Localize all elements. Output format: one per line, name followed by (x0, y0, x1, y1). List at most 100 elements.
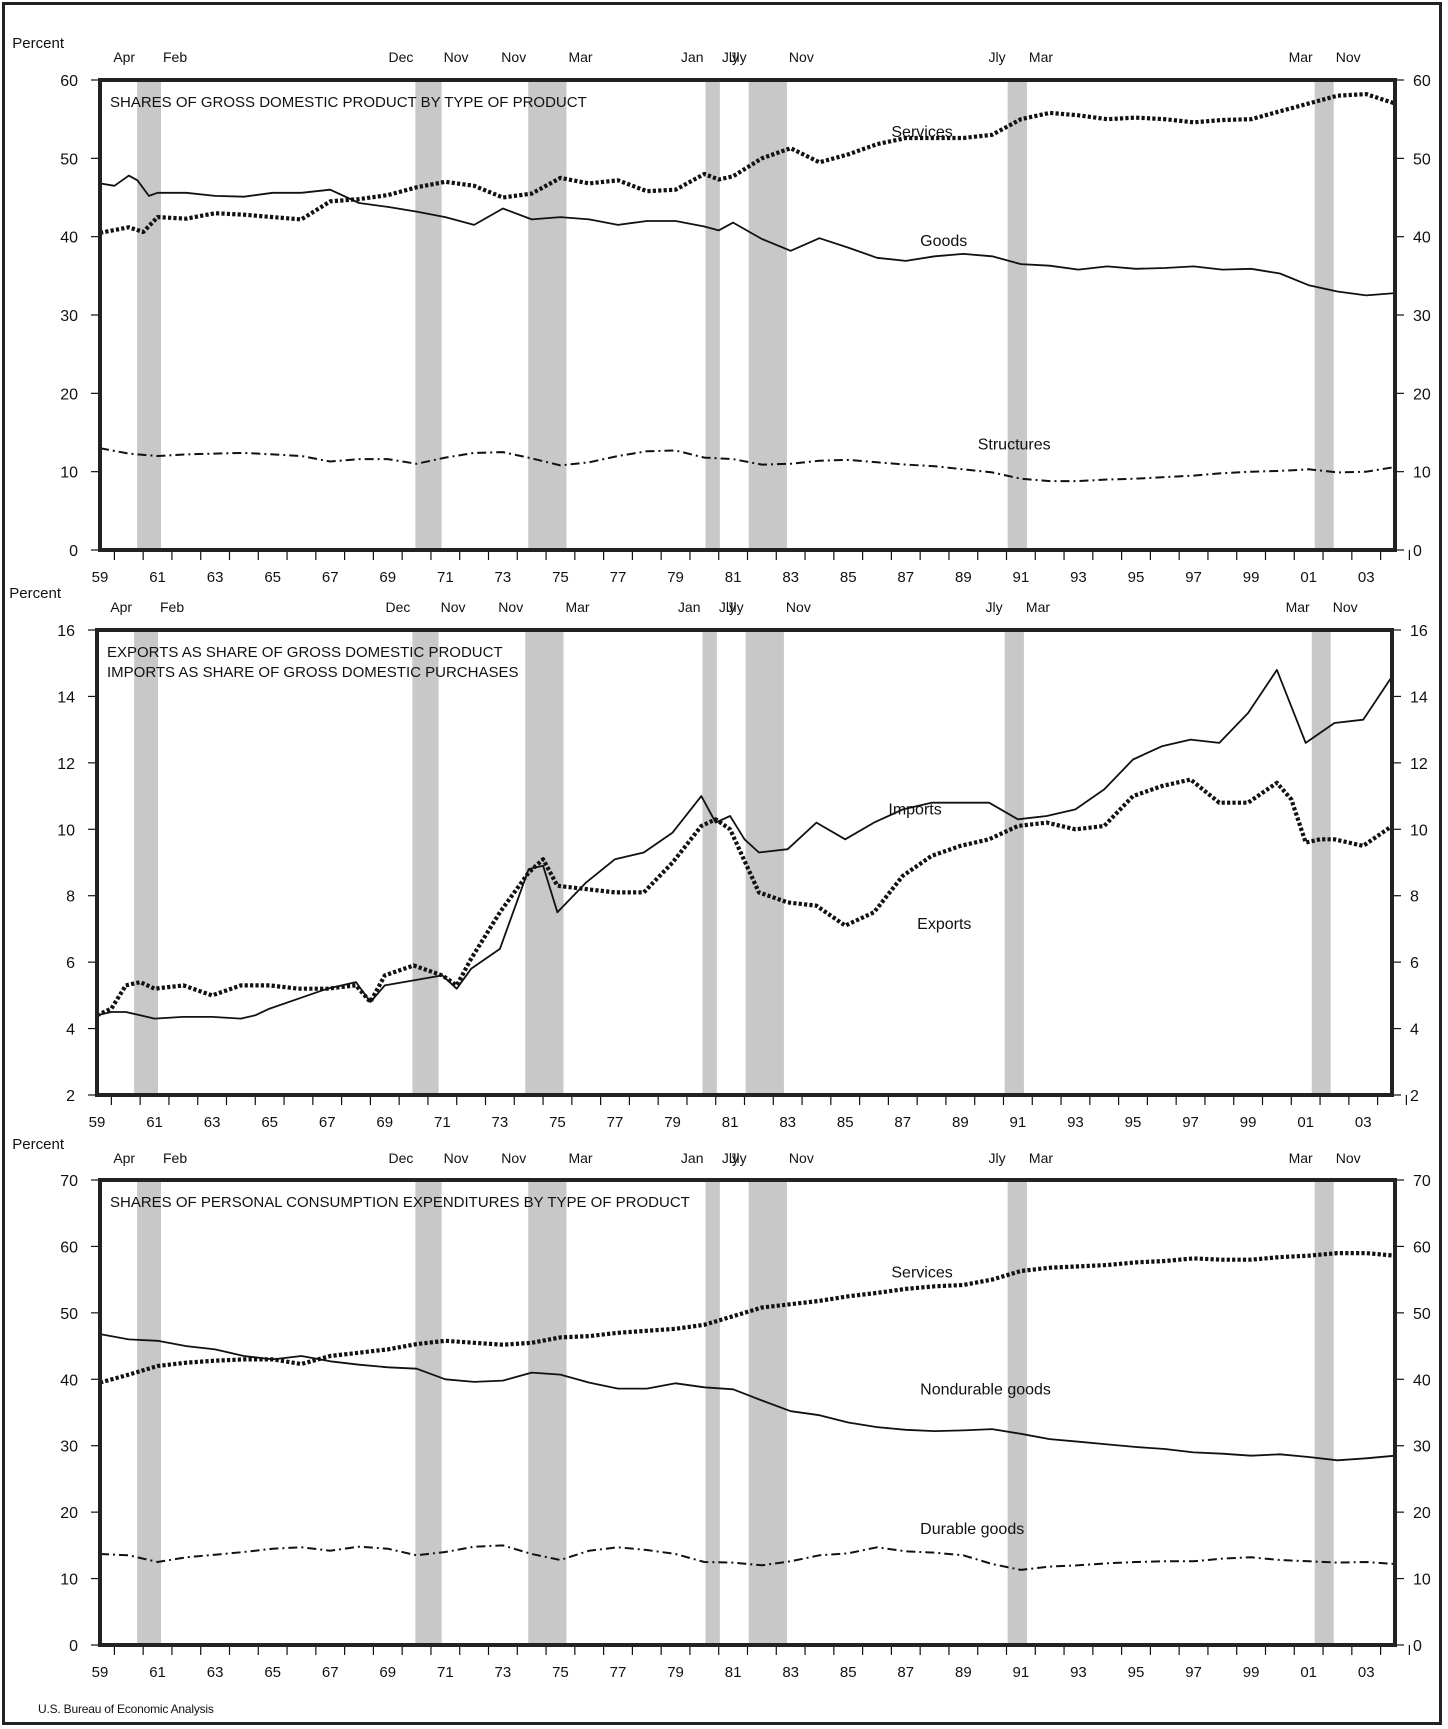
y-tick-label-left: 16 (57, 623, 75, 640)
recession-trough-label: Mar (568, 49, 592, 65)
y-tick-label-left: 20 (60, 1505, 78, 1522)
series-line-exports (96, 777, 1394, 1018)
x-tick-label: 63 (204, 1114, 221, 1131)
y-tick-label-left: 6 (66, 955, 75, 972)
recession-trough-label: Feb (163, 1150, 187, 1166)
x-tick-label: 65 (261, 1114, 278, 1131)
series-line-nondurable-goods (99, 1333, 1396, 1462)
recession-band (748, 1180, 787, 1645)
y-tick-label-left: 60 (60, 1239, 78, 1256)
recession-band (745, 630, 784, 1095)
recession-trough-label: Nov (789, 49, 814, 65)
y-unit-label: Percent (12, 1136, 65, 1153)
x-tick-label: 99 (1243, 1664, 1260, 1681)
chart-subtitle: IMPORTS AS SHARE OF GROSS DOMESTIC PURCH… (107, 664, 518, 681)
recession-band (137, 1180, 162, 1645)
recession-trough-label: Mar (1029, 49, 1053, 65)
x-tick-label: 91 (1010, 1114, 1027, 1131)
x-tick-label: 75 (549, 1114, 566, 1131)
x-tick-label: 89 (955, 1664, 972, 1681)
x-tick-label: 77 (607, 1114, 624, 1131)
source-note: U.S. Bureau of Economic Analysis (38, 1702, 214, 1716)
recession-trough-label: Nov (444, 1150, 469, 1166)
recession-peak-label: Dec (388, 1150, 413, 1166)
x-tick-label: 97 (1185, 1664, 1202, 1681)
series-label-structures: Structures (978, 437, 1051, 454)
x-tick-label: 79 (667, 569, 684, 586)
recession-peak-label: Mar (1289, 49, 1313, 65)
x-tick-label: 73 (492, 1114, 509, 1131)
y-tick-label-right: 20 (1413, 386, 1431, 403)
y-tick-label-right: 50 (1413, 1306, 1431, 1323)
y-tick-label-right: 16 (1410, 623, 1428, 640)
y-tick-label-right: 20 (1413, 1505, 1431, 1522)
recession-band (528, 1180, 567, 1645)
y-tick-label-left: 40 (60, 1372, 78, 1389)
series-line-services (99, 1250, 1396, 1385)
x-tick-label: 81 (725, 569, 742, 586)
recession-trough-label: Feb (163, 49, 187, 65)
x-tick-label: 69 (379, 569, 396, 586)
y-tick-label-left: 60 (60, 73, 78, 90)
series-label-imports: Imports (888, 801, 941, 818)
x-tick-label: 69 (376, 1114, 393, 1131)
recession-peak-label: Jan (681, 49, 704, 65)
recession-trough-label: Jly (722, 1150, 739, 1166)
y-tick-label-left: 30 (60, 1439, 78, 1456)
y-tick-label-right: 4 (1410, 1022, 1419, 1039)
x-tick-label: 73 (495, 569, 512, 586)
recession-band (525, 630, 564, 1095)
plot-frame (98, 1178, 1397, 1647)
recession-peak-label: Mar (1286, 599, 1310, 615)
y-tick-label-left: 20 (60, 386, 78, 403)
recession-band (1314, 80, 1334, 550)
x-tick-label: 03 (1358, 569, 1375, 586)
x-tick-label: 85 (840, 1664, 857, 1681)
recession-band (1314, 1180, 1334, 1645)
recession-peak-label: Jan (681, 1150, 704, 1166)
recession-peak-label: Jly (730, 1150, 747, 1166)
recession-trough-label: Nov (789, 1150, 814, 1166)
y-tick-label-left: 30 (60, 308, 78, 325)
y-tick-label-left: 14 (57, 689, 75, 706)
x-tick-label: 87 (894, 1114, 911, 1131)
chart-title: SHARES OF GROSS DOMESTIC PRODUCT BY TYPE… (110, 94, 587, 111)
y-tick-label-left: 40 (60, 230, 78, 247)
recession-peak-label: Jly (986, 599, 1003, 615)
recession-trough-label: Jly (722, 49, 739, 65)
series-line-durable-goods (99, 1544, 1396, 1571)
recession-band (137, 80, 162, 550)
x-tick-label: 89 (952, 1114, 969, 1131)
x-tick-label: 77 (610, 569, 627, 586)
recession-trough-label: Nov (1336, 1150, 1361, 1166)
x-tick-label: 99 (1243, 569, 1260, 586)
series-line-structures (99, 447, 1396, 483)
x-tick-label: 97 (1182, 1114, 1199, 1131)
recession-trough-label: Feb (160, 599, 184, 615)
x-tick-label: 93 (1070, 569, 1087, 586)
recession-trough-label: Nov (786, 599, 811, 615)
series-label-services: Services (891, 124, 952, 141)
recession-band (412, 630, 439, 1095)
x-tick-label: 91 (1013, 1664, 1030, 1681)
series-label-durable-goods: Durable goods (920, 1521, 1024, 1538)
recession-band (705, 1180, 720, 1645)
series-label-goods: Goods (920, 233, 967, 250)
x-tick-label: 79 (664, 1114, 681, 1131)
recession-peak-label: Nov (501, 1150, 526, 1166)
recession-trough-label: Mar (1029, 1150, 1053, 1166)
y-tick-label-right: 0 (1413, 543, 1422, 560)
recession-band (1311, 630, 1331, 1095)
series-label-nondurable-goods: Nondurable goods (920, 1382, 1051, 1399)
y-tick-label-right: 10 (1413, 465, 1431, 482)
x-tick-label: 83 (782, 569, 799, 586)
recession-peak-label: Jly (727, 599, 744, 615)
x-tick-label: 83 (779, 1114, 796, 1131)
recession-peak-label: Apr (113, 49, 135, 65)
recession-peak-label: Apr (110, 599, 132, 615)
y-tick-label-left: 0 (69, 1638, 78, 1655)
x-tick-label: 67 (322, 569, 339, 586)
recession-band (134, 630, 159, 1095)
x-tick-label: 65 (264, 1664, 281, 1681)
